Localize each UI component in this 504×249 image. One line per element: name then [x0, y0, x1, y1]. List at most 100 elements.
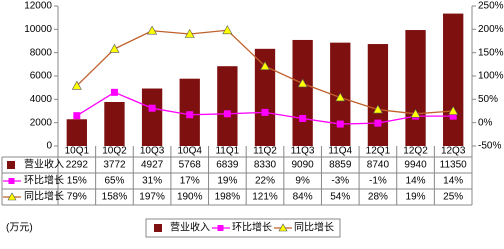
table-cell: 8330	[254, 160, 277, 171]
y2-tick-label: 150%	[478, 47, 504, 58]
marker	[186, 111, 194, 119]
legend-key	[154, 224, 162, 232]
y2-tick-label: -50%	[478, 141, 501, 152]
x-tick-label: 12Q2	[403, 146, 428, 157]
y-tick-label: 0	[46, 141, 52, 152]
table-cell: 8740	[367, 160, 390, 171]
marker	[448, 105, 459, 115]
marker	[336, 120, 344, 128]
table-cell: 198%	[215, 192, 241, 203]
table-cell: 19%	[406, 192, 426, 203]
table-cell: 14%	[406, 176, 426, 187]
marker	[372, 104, 383, 114]
legend-label: 营业收入	[170, 221, 210, 234]
bar	[104, 101, 125, 146]
table-cell: 15%	[67, 176, 87, 187]
table-cell: -1%	[369, 176, 387, 187]
marker	[374, 119, 382, 127]
y-tick-label: 6000	[30, 71, 53, 82]
marker	[71, 80, 82, 90]
x-tick-label: 10Q4	[177, 146, 202, 157]
marker	[110, 88, 118, 96]
x-tick-label: 11Q4	[328, 146, 352, 157]
table-cell: 79%	[67, 192, 87, 203]
chart: (万元) 0 2000 4000 6000 8000 10000 12000 -50% 0% 50…	[1, 1, 504, 238]
table-cell: 121%	[252, 192, 278, 203]
table-cell: 2292	[66, 160, 89, 171]
bar	[443, 13, 464, 147]
table-cell: 31%	[142, 176, 162, 187]
marker	[222, 25, 233, 35]
table-cell: 9090	[292, 160, 315, 171]
legend-label: 同比增长	[294, 221, 334, 234]
marker	[148, 104, 156, 112]
table-cell: 54%	[330, 192, 350, 203]
x-tick-label: 11Q2	[253, 146, 277, 157]
table-cell: 28%	[368, 192, 388, 203]
marker	[261, 108, 269, 116]
y-tick-label: 10000	[24, 24, 52, 35]
y-tick-label: 8000	[30, 47, 53, 58]
table-cell: 22%	[255, 176, 275, 187]
y2-tick-label: 0%	[478, 117, 493, 128]
table-cell: 84%	[293, 192, 313, 203]
marker	[299, 114, 307, 122]
bar	[292, 39, 313, 147]
marker	[109, 43, 120, 53]
y2-tick-label: 250%	[478, 1, 504, 12]
table-cell: 197%	[139, 192, 165, 203]
table-key	[7, 161, 15, 169]
x-tick-label: 12Q3	[441, 146, 466, 157]
marker	[73, 112, 81, 120]
marker	[449, 112, 457, 120]
x-tick-label: 10Q1	[65, 146, 90, 157]
y-tick-label: 4000	[30, 94, 53, 105]
bar	[405, 30, 426, 146]
table-cell: 14%	[443, 176, 463, 187]
y2-tick-label: 200%	[478, 24, 504, 35]
table-key	[7, 192, 17, 201]
table-cell: 11350	[440, 160, 468, 171]
marker	[184, 28, 195, 38]
x-tick-label: 12Q1	[366, 146, 391, 157]
legend-box	[145, 218, 341, 238]
y2-tick-label: 100%	[478, 71, 504, 82]
legend-key	[278, 223, 288, 232]
table-cell: 8859	[329, 160, 352, 171]
table-cell: 9%	[295, 176, 310, 187]
table-cell: 17%	[180, 176, 200, 187]
bar	[254, 48, 276, 146]
marker	[223, 110, 231, 118]
bar	[141, 88, 163, 146]
y-tick-label: 12000	[24, 1, 52, 12]
table-cell: 65%	[104, 176, 124, 187]
table-cell: 19%	[217, 176, 237, 187]
marker	[259, 61, 271, 70]
marker	[147, 25, 158, 35]
bar	[367, 44, 389, 146]
table-cell: 9940	[404, 160, 427, 171]
table-row-label: 营业收入	[24, 158, 64, 171]
bar	[66, 119, 87, 146]
unit-label: (万元)	[6, 223, 33, 234]
marker	[410, 108, 421, 118]
table-cell: -3%	[331, 176, 349, 187]
legend-key	[217, 225, 224, 231]
x-tick-label: 11Q1	[215, 146, 239, 157]
y2-tick-label: 50%	[478, 94, 498, 105]
x-tick-label: 10Q2	[102, 146, 127, 157]
marker	[297, 78, 308, 88]
table-cell: 5768	[179, 160, 202, 171]
table-row-label: 同比增长	[24, 190, 64, 203]
table-key	[8, 178, 15, 184]
table-cell: 3772	[103, 160, 126, 171]
table-cell: 6839	[216, 160, 239, 171]
table-cell: 158%	[102, 192, 128, 203]
table-cell: 4927	[141, 160, 164, 171]
legend-label: 环比增长	[232, 221, 272, 234]
bar	[217, 66, 238, 146]
x-tick-label: 11Q3	[291, 146, 315, 157]
x-tick-label: 10Q3	[140, 146, 165, 157]
y-tick-label: 2000	[30, 117, 53, 128]
marker	[335, 92, 346, 102]
